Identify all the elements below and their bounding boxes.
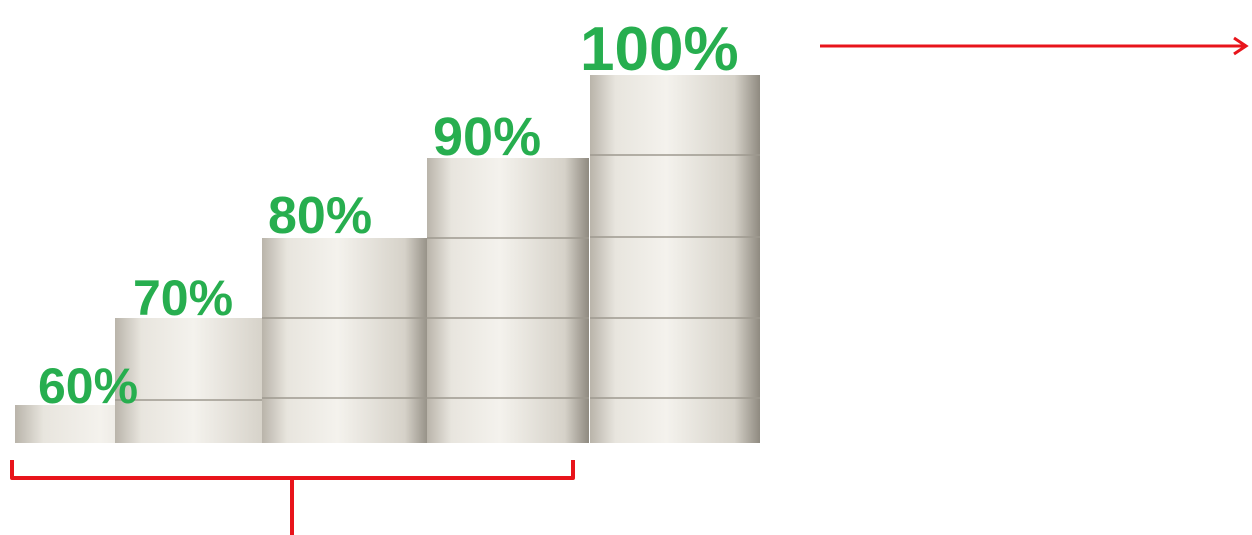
page: 60% 70% 80% 90% 100% (() => { const data… (0, 0, 1252, 535)
arrow (820, 38, 1246, 54)
stack-4 (427, 158, 589, 443)
label: 80% (268, 187, 372, 245)
label: 90% (433, 107, 541, 167)
diagram: 60% 70% 80% 90% 100% (0, 0, 1252, 535)
label: 70% (133, 270, 233, 326)
label: 100% (580, 15, 739, 84)
stack-5 (590, 75, 760, 443)
label: 60% (38, 358, 138, 414)
stack-3 (262, 238, 430, 443)
brace (12, 460, 573, 535)
